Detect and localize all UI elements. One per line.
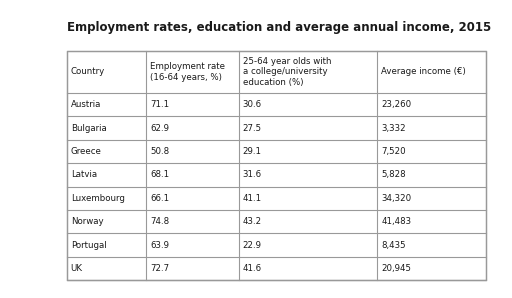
Text: 27.5: 27.5	[243, 124, 262, 133]
Text: 62.9: 62.9	[151, 124, 169, 133]
Text: 29.1: 29.1	[243, 147, 262, 156]
Text: 71.1: 71.1	[151, 100, 169, 109]
Text: 25-64 year olds with
a college/university
education (%): 25-64 year olds with a college/universit…	[243, 57, 331, 87]
Text: 8,435: 8,435	[381, 240, 406, 249]
Text: Employment rates, education and average annual income, 2015: Employment rates, education and average …	[67, 21, 491, 34]
Text: 41.6: 41.6	[243, 264, 262, 273]
Text: 31.6: 31.6	[243, 170, 262, 179]
Text: Bulgaria: Bulgaria	[71, 124, 106, 133]
Text: Luxembourg: Luxembourg	[71, 194, 124, 203]
Text: 5,828: 5,828	[381, 170, 406, 179]
Text: Employment rate
(16-64 years, %): Employment rate (16-64 years, %)	[151, 62, 225, 82]
Text: Greece: Greece	[71, 147, 101, 156]
Text: 3,332: 3,332	[381, 124, 406, 133]
Text: 20,945: 20,945	[381, 264, 411, 273]
Text: 74.8: 74.8	[151, 217, 169, 226]
Text: 50.8: 50.8	[151, 147, 169, 156]
Text: 68.1: 68.1	[151, 170, 169, 179]
Text: UK: UK	[71, 264, 82, 273]
Text: 41.1: 41.1	[243, 194, 262, 203]
Text: Norway: Norway	[71, 217, 103, 226]
Text: 72.7: 72.7	[151, 264, 169, 273]
Text: Portugal: Portugal	[71, 240, 106, 249]
Text: 30.6: 30.6	[243, 100, 262, 109]
Text: Austria: Austria	[71, 100, 101, 109]
Text: 41,483: 41,483	[381, 217, 412, 226]
Text: 22.9: 22.9	[243, 240, 262, 249]
Text: Country: Country	[71, 67, 105, 76]
Text: 23,260: 23,260	[381, 100, 412, 109]
Text: Latvia: Latvia	[71, 170, 97, 179]
Text: 63.9: 63.9	[151, 240, 169, 249]
Text: 66.1: 66.1	[151, 194, 169, 203]
Text: 34,320: 34,320	[381, 194, 412, 203]
Text: 43.2: 43.2	[243, 217, 262, 226]
Text: Average income (€): Average income (€)	[381, 67, 466, 76]
Text: 7,520: 7,520	[381, 147, 406, 156]
